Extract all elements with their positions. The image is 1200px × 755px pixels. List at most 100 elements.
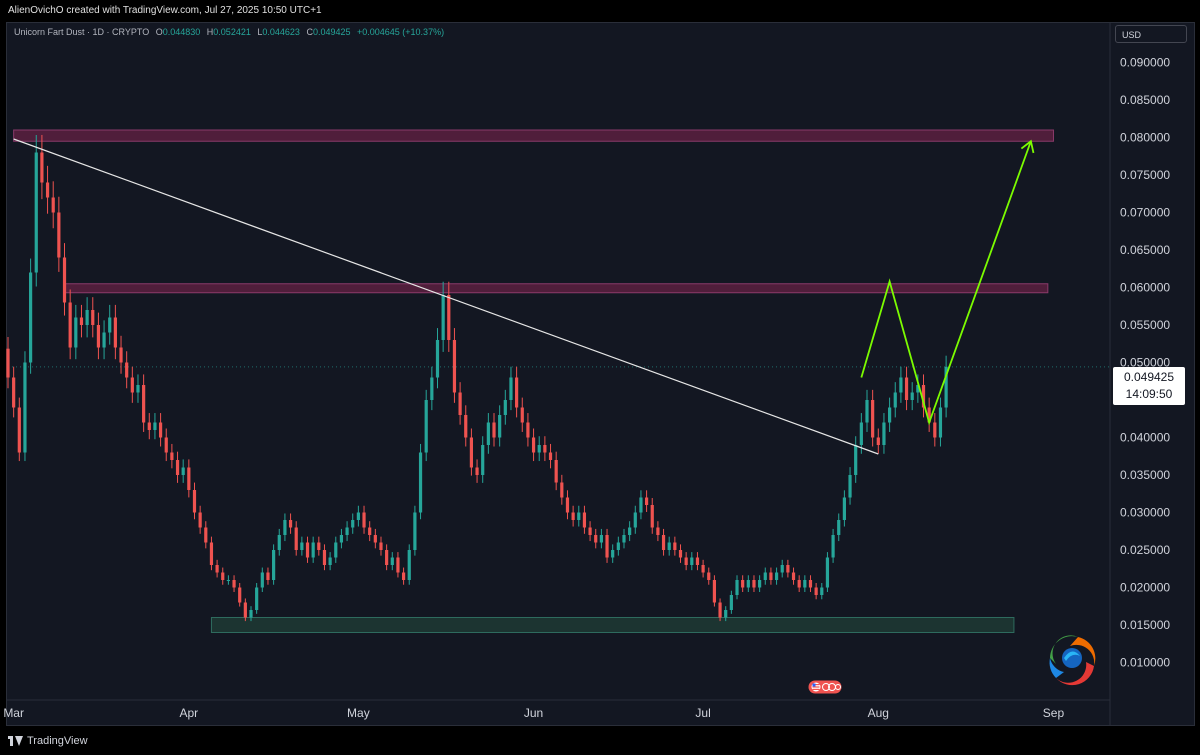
candle-body	[379, 542, 383, 550]
candle-body	[548, 452, 553, 460]
candle-body	[23, 362, 27, 453]
candle-body	[464, 415, 468, 438]
y-tick-label: 0.075000	[1120, 168, 1170, 182]
candle-body	[577, 512, 581, 520]
candle-body	[125, 362, 129, 378]
x-tick-label: Jul	[695, 706, 710, 720]
candle-body	[554, 460, 558, 483]
x-tick-label: Apr	[179, 706, 198, 720]
candle-body	[871, 400, 875, 438]
candle-body	[820, 587, 824, 595]
candle-body	[797, 580, 801, 588]
candle-body	[351, 520, 355, 528]
y-tick-label: 0.065000	[1120, 243, 1170, 257]
candle-body	[158, 422, 163, 438]
candle-body	[153, 422, 157, 430]
zone-upper-resistance	[13, 129, 1054, 142]
ohlc-legend: Unicorn Fart Dust · 1D · CRYPTO O0.04483…	[14, 27, 444, 37]
candle-body	[396, 557, 400, 573]
candle-body	[435, 340, 440, 378]
candle-body	[927, 407, 931, 423]
candle-body	[774, 572, 779, 580]
candle-body	[147, 422, 151, 430]
candle-body	[803, 580, 807, 588]
candle-body	[339, 535, 344, 543]
candle-body	[769, 572, 773, 580]
candle-body	[385, 550, 389, 565]
candle-body	[294, 527, 298, 550]
candle-body	[390, 557, 394, 565]
currency-selector[interactable]: USD	[1115, 25, 1187, 43]
candle-body	[40, 152, 44, 183]
candle-body	[865, 400, 869, 423]
candle-body	[944, 366, 948, 408]
candle-body	[786, 565, 790, 573]
candle-body	[690, 557, 694, 565]
attribution-bar: AlienOvichO created with TradingView.com…	[0, 0, 1200, 22]
candle-body	[735, 580, 739, 595]
candle-body	[305, 542, 310, 558]
candle-body	[334, 542, 338, 558]
candle-body	[192, 490, 197, 513]
candle-body	[170, 452, 174, 460]
candle-body	[311, 542, 315, 558]
candle-body	[130, 377, 134, 393]
candle-body	[791, 572, 796, 580]
candle-body	[746, 580, 750, 588]
us-flag-event-badge-icon[interactable]	[808, 680, 842, 694]
bar-countdown: 14:09:50	[1125, 387, 1173, 401]
candle-body	[622, 535, 626, 543]
candle-body	[226, 580, 230, 581]
candle-body	[515, 377, 519, 408]
candle-body	[452, 340, 457, 393]
candle-body	[854, 445, 858, 475]
candle-body	[249, 610, 253, 618]
candle-body	[763, 572, 767, 580]
candle-body	[628, 527, 632, 535]
candle-body	[899, 377, 903, 393]
candle-body	[255, 587, 259, 610]
x-tick-label: Mar	[3, 706, 24, 720]
candle-body	[825, 557, 830, 588]
candle-body	[317, 542, 321, 550]
y-tick-label: 0.015000	[1120, 618, 1170, 632]
candle-body	[888, 407, 892, 423]
candle-body	[345, 527, 349, 535]
candle-body	[543, 445, 547, 453]
candle-body	[650, 505, 654, 528]
candle-body	[142, 385, 146, 423]
candle-body	[362, 512, 366, 528]
candle-body	[565, 497, 570, 513]
author-attribution: AlienOvichO created with TradingView.com…	[8, 5, 322, 16]
candle-body	[221, 572, 225, 580]
candle-body	[481, 445, 485, 475]
candle-body	[661, 535, 666, 550]
y-tick-label: 0.090000	[1120, 56, 1170, 70]
candle-body	[187, 467, 191, 490]
brand-label: TradingView	[27, 735, 88, 747]
candle-body	[916, 385, 920, 393]
candle-body	[164, 437, 168, 453]
low-value: 0.044623	[262, 27, 300, 37]
candle-body	[91, 310, 95, 325]
candle-body	[260, 572, 264, 588]
candle-body	[356, 512, 360, 520]
candle-body	[469, 437, 474, 468]
candle-body	[599, 535, 603, 543]
candle-body	[79, 317, 84, 325]
candle-body	[300, 542, 304, 550]
candle-body	[831, 535, 835, 558]
descending-trendline	[13, 138, 879, 455]
candle-body	[678, 550, 683, 558]
candle-body	[458, 392, 462, 415]
candle-body	[588, 527, 592, 535]
candle-body	[656, 527, 660, 535]
candle-body	[808, 580, 813, 588]
last-price-tag: 0.049425 14:09:50	[1113, 367, 1185, 405]
close-value: 0.049425	[312, 27, 351, 37]
candle-body	[921, 385, 926, 408]
candle-body	[373, 535, 377, 543]
tradingview-brand[interactable]: TradingView	[8, 735, 88, 747]
candle-body	[6, 348, 10, 378]
